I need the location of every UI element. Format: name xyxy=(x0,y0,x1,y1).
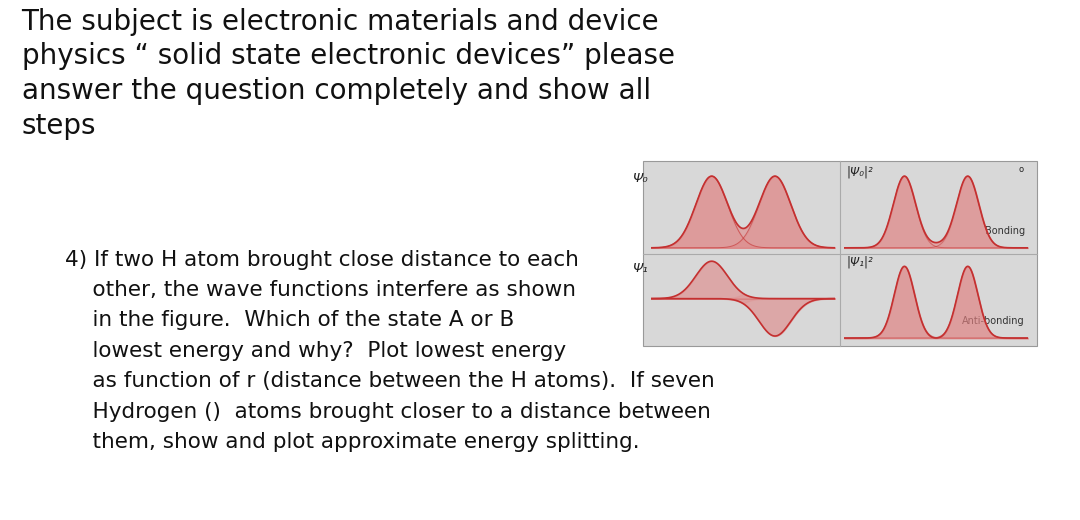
Text: 4) If two H atom brought close distance to each
    other, the wave functions in: 4) If two H atom brought close distance … xyxy=(65,250,715,452)
Text: Bonding: Bonding xyxy=(985,226,1025,236)
Text: The subject is electronic materials and device
physics “ solid state electronic : The subject is electronic materials and … xyxy=(22,8,675,139)
Text: Ψ₀: Ψ₀ xyxy=(632,172,648,185)
Text: |Ψ₀|²: |Ψ₀|² xyxy=(847,165,873,178)
Text: |Ψ₁|²: |Ψ₁|² xyxy=(847,256,873,269)
Text: Ψ₁: Ψ₁ xyxy=(632,263,648,276)
FancyBboxPatch shape xyxy=(643,161,1037,346)
Text: Anti-bonding: Anti-bonding xyxy=(962,316,1025,326)
Text: o: o xyxy=(1018,165,1024,174)
